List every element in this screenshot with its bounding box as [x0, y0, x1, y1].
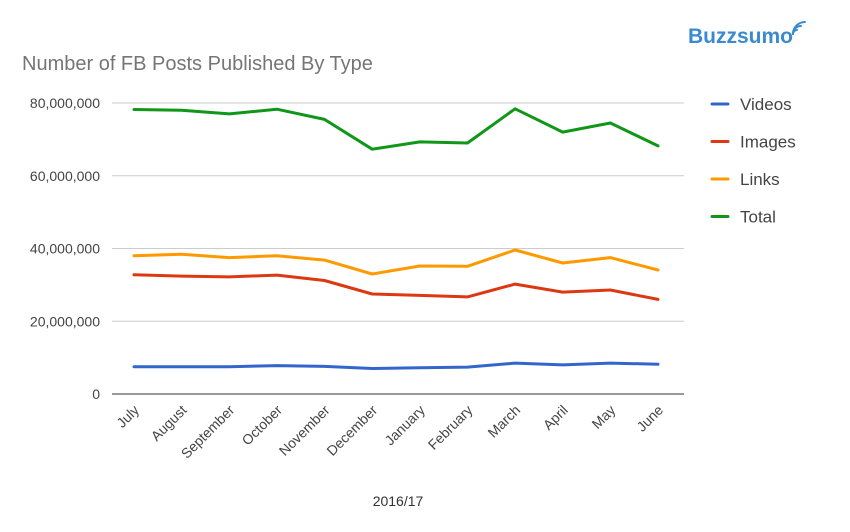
x-tick-label: October [238, 402, 285, 449]
x-tick-label: April [540, 402, 571, 433]
grid [112, 102, 684, 395]
x-tick-label: December [323, 402, 380, 459]
series-line-total [132, 107, 660, 151]
series-line-links [132, 248, 660, 276]
y-tick-label: 40,000,000 [30, 241, 100, 257]
y-tick-label: 0 [92, 386, 100, 402]
legend-label-videos: Videos [740, 95, 792, 114]
brand-logo-text: Buzzsumo [688, 25, 793, 48]
x-axis-label: 2016/17 [373, 493, 424, 509]
legend-label-images: Images [740, 133, 796, 152]
series-line-videos [132, 361, 660, 370]
y-tick-label: 60,000,000 [30, 168, 100, 184]
x-tick-label: March [484, 402, 523, 441]
x-tick-label: May [588, 402, 618, 432]
y-tick-label: 20,000,000 [30, 313, 100, 329]
x-tick-label: November [276, 402, 333, 459]
x-tick-label: February [425, 402, 476, 453]
series-line-images [132, 273, 660, 301]
x-tick-label: June [633, 402, 666, 435]
x-tick-label: August [148, 402, 190, 444]
x-tick-label: July [113, 402, 142, 431]
x-tick-label: January [381, 402, 428, 449]
y-axis-ticks: 0 20,000,000 40,000,000 60,000,000 80,000,00… [30, 95, 100, 402]
wifi-signal-icon [792, 21, 806, 35]
legend-label-links: Links [740, 170, 780, 189]
series-lines [132, 107, 660, 370]
brand-logo: Buzzsumo [688, 21, 806, 48]
y-tick-label: 80,000,000 [30, 95, 100, 111]
legend: Videos Images Links Total [710, 95, 796, 227]
chart-title: Number of FB Posts Published By Type [22, 53, 373, 75]
legend-label-total: Total [740, 208, 776, 227]
